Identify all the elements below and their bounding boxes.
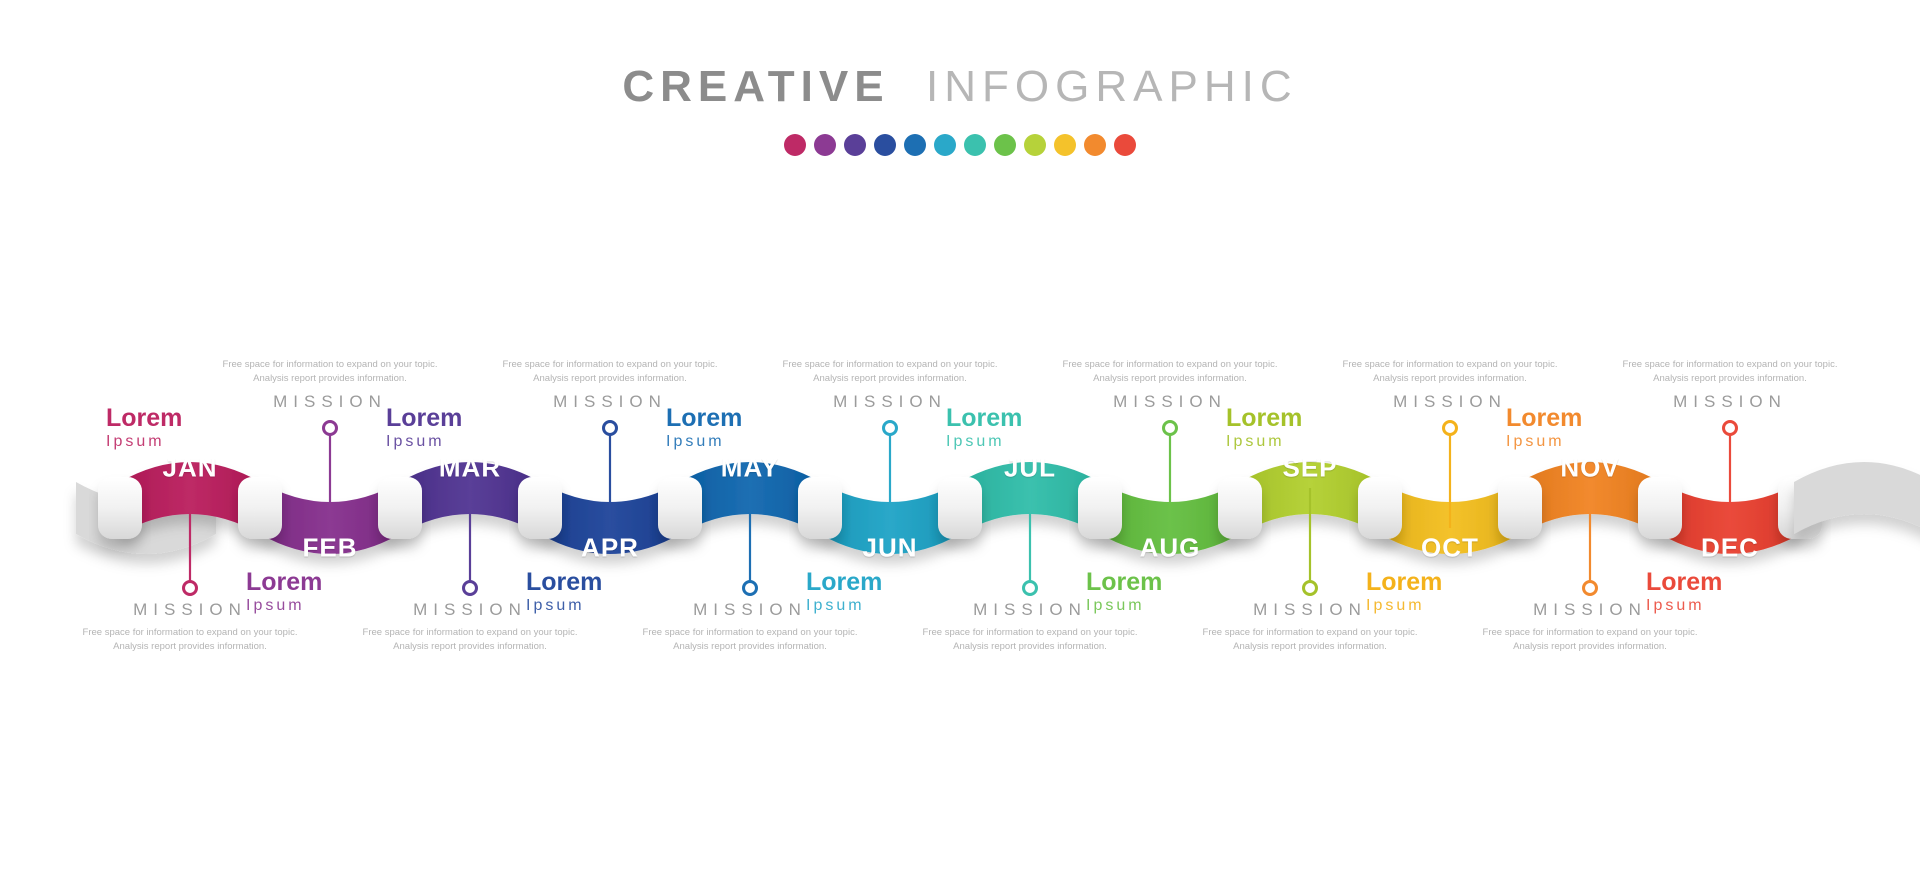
mission-desc: Free space for information to expand on …: [1620, 358, 1840, 386]
month-label-feb: FEB: [303, 533, 358, 564]
lorem-title: Lorem: [946, 406, 1022, 431]
marker-jul: [1022, 580, 1038, 596]
lorem-sub: Ipsum: [386, 433, 462, 451]
mission-title: MISSION: [1630, 392, 1830, 412]
lorem-title: Lorem: [1646, 570, 1722, 595]
lorem-title: Lorem: [1226, 406, 1302, 431]
mission-dec: MISSION Free space for information to ex…: [1630, 358, 1830, 412]
lorem-sub: Ipsum: [1086, 597, 1162, 615]
lorem-sub: Ipsum: [246, 597, 322, 615]
mission-desc: Free space for information to expand on …: [220, 358, 440, 386]
mission-desc: Free space for information to expand on …: [1200, 626, 1420, 654]
lorem-dec: Lorem Ipsum: [1646, 570, 1722, 615]
month-label-aug: AUG: [1140, 533, 1201, 564]
lorem-sub: Ipsum: [1366, 597, 1442, 615]
lorem-aug: Lorem Ipsum: [1086, 570, 1162, 615]
lorem-title: Lorem: [106, 406, 182, 431]
marker-oct: [1442, 420, 1458, 436]
mission-desc: Free space for information to expand on …: [1340, 358, 1560, 386]
mission-desc: Free space for information to expand on …: [1480, 626, 1700, 654]
marker-mar: [462, 580, 478, 596]
marker-dec: [1722, 420, 1738, 436]
marker-may: [742, 580, 758, 596]
marker-jun: [882, 420, 898, 436]
lorem-title: Lorem: [1366, 570, 1442, 595]
month-label-apr: APR: [581, 533, 639, 564]
lorem-may: Lorem Ipsum: [666, 406, 742, 451]
lorem-title: Lorem: [1086, 570, 1162, 595]
mission-desc: Free space for information to expand on …: [360, 626, 580, 654]
lorem-title: Lorem: [526, 570, 602, 595]
month-label-nov: NOV: [1560, 453, 1619, 484]
month-label-jul: JUL: [1004, 453, 1056, 484]
mission-desc: Free space for information to expand on …: [640, 626, 860, 654]
marker-aug: [1162, 420, 1178, 436]
lorem-title: Lorem: [666, 406, 742, 431]
mission-desc: Free space for information to expand on …: [920, 626, 1140, 654]
month-label-may: MAY: [721, 453, 779, 484]
lorem-sub: Ipsum: [526, 597, 602, 615]
lorem-title: Lorem: [246, 570, 322, 595]
lorem-jan: Lorem Ipsum: [106, 406, 182, 451]
marker-nov: [1582, 580, 1598, 596]
lorem-mar: Lorem Ipsum: [386, 406, 462, 451]
lorem-sub: Ipsum: [946, 433, 1022, 451]
lorem-nov: Lorem Ipsum: [1506, 406, 1582, 451]
marker-sep: [1302, 580, 1318, 596]
month-label-sep: SEP: [1282, 453, 1337, 484]
lorem-sep: Lorem Ipsum: [1226, 406, 1302, 451]
marker-feb: [322, 420, 338, 436]
month-label-jun: JUN: [862, 533, 917, 564]
month-label-jan: JAN: [162, 453, 217, 484]
lorem-sub: Ipsum: [806, 597, 882, 615]
month-label-mar: MAR: [439, 453, 501, 484]
marker-jan: [182, 580, 198, 596]
lorem-oct: Lorem Ipsum: [1366, 570, 1442, 615]
lorem-sub: Ipsum: [1506, 433, 1582, 451]
lorem-sub: Ipsum: [1646, 597, 1722, 615]
mission-desc: Free space for information to expand on …: [80, 626, 300, 654]
lorem-sub: Ipsum: [106, 433, 182, 451]
mission-desc: Free space for information to expand on …: [500, 358, 720, 386]
month-label-oct: OCT: [1421, 533, 1479, 564]
lorem-apr: Lorem Ipsum: [526, 570, 602, 615]
lorem-jun: Lorem Ipsum: [806, 570, 882, 615]
lorem-sub: Ipsum: [1226, 433, 1302, 451]
lorem-jul: Lorem Ipsum: [946, 406, 1022, 451]
lorem-title: Lorem: [386, 406, 462, 431]
mission-desc: Free space for information to expand on …: [780, 358, 1000, 386]
mission-desc: Free space for information to expand on …: [1060, 358, 1280, 386]
lorem-title: Lorem: [1506, 406, 1582, 431]
lorem-feb: Lorem Ipsum: [246, 570, 322, 615]
lorem-title: Lorem: [806, 570, 882, 595]
marker-apr: [602, 420, 618, 436]
month-label-dec: DEC: [1701, 533, 1759, 564]
lorem-sub: Ipsum: [666, 433, 742, 451]
